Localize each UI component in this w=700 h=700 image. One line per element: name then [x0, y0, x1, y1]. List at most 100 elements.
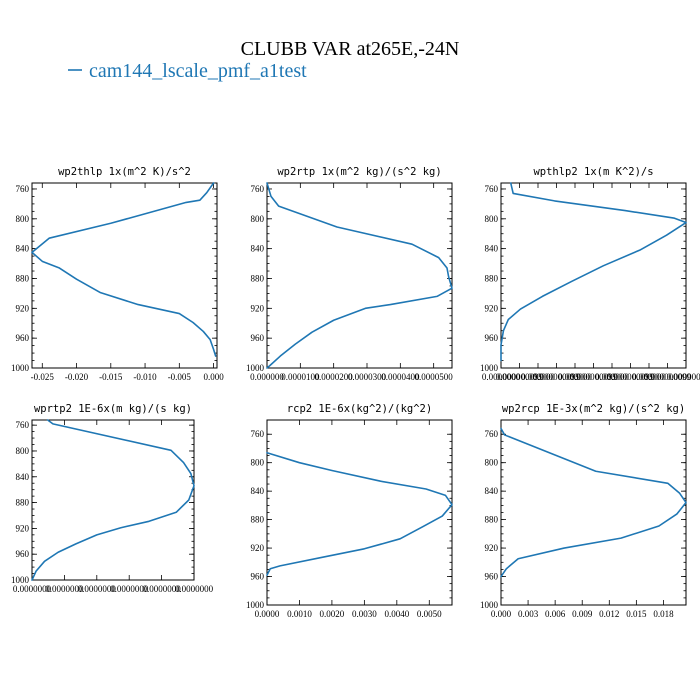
- y-tick-label: 960: [16, 549, 30, 559]
- y-tick-label: 920: [251, 543, 265, 553]
- series-line: [500, 182, 687, 362]
- y-tick-label: 880: [251, 515, 265, 525]
- y-tick-label: 760: [485, 184, 499, 194]
- panel-5: rcp2 1E-6x(kg^2)/(kg^2) 760 800 840 880 920 96…: [246, 403, 453, 619]
- panel-title: wp2thlp 1x(m^2 K)/s^2: [58, 166, 191, 178]
- y-tick-label: 840: [16, 244, 30, 254]
- series-line: [31, 182, 217, 357]
- y-tick-label: 1000: [11, 363, 30, 373]
- x-tick-label: 0.0000000: [667, 372, 700, 382]
- x-tick-label: 0.000000: [521, 372, 555, 382]
- y-tick-label: 960: [251, 572, 265, 582]
- panel-title: wpthlp2 1x(m K^2)/s: [533, 166, 653, 178]
- x-tick-label: 0.012: [599, 609, 619, 619]
- plot-frame: [31, 182, 218, 369]
- x-tick-label: -0.015: [99, 372, 123, 382]
- x-tick-label: 0.0000000: [110, 584, 149, 594]
- x-tick-label: 0.0000000: [13, 584, 52, 594]
- y-tick-label: 960: [16, 333, 30, 343]
- x-tick-label: 0.0050: [417, 609, 442, 619]
- x-tick-label: 0.0000300: [348, 372, 387, 382]
- x-tick-label: 0.000: [203, 372, 224, 382]
- x-tick-label: 0.000: [491, 609, 512, 619]
- x-tick-label: 0.0010: [287, 609, 312, 619]
- y-tick-label: 880: [485, 273, 499, 283]
- y-tick-label: 760: [485, 429, 499, 439]
- x-tick-label: 0.009: [572, 609, 593, 619]
- y-tick-label: 800: [16, 214, 30, 224]
- y-tick-label: 960: [485, 333, 499, 343]
- panel-6: wp2rcp 1E-3x(m^2 kg)/(s^2 kg) 760 800 840 88…: [480, 403, 687, 619]
- x-tick-label: 0.000000: [595, 372, 629, 382]
- panel-4: wprtp2 1E-6x(m kg)/(s kg) 760 800 840 880 920…: [11, 403, 214, 594]
- panel-title: wp2rtp 1x(m^2 kg)/(s^2 kg): [277, 166, 441, 178]
- series-line: [266, 182, 453, 369]
- y-tick-label: 1000: [480, 600, 499, 610]
- y-tick-label: 800: [485, 458, 499, 468]
- x-tick-label: 0.0000500: [415, 372, 454, 382]
- plot-frame: [500, 182, 687, 369]
- legend-label: cam144_lscale_pmf_a1test: [89, 60, 307, 82]
- y-tick-label: 1000: [246, 600, 265, 610]
- plot-frame: [500, 419, 687, 606]
- x-tick-label: 0.0000000: [142, 584, 181, 594]
- x-tick-label: 0.000000099: [533, 372, 581, 382]
- y-tick-label: 880: [485, 515, 499, 525]
- y-tick-label: 840: [16, 472, 30, 482]
- x-tick-label: 0.0020: [320, 609, 345, 619]
- legend: cam144_lscale_pmf_a1test: [68, 60, 307, 82]
- panel-1: wp2thlp 1x(m^2 K)/s^2 760 800 840 880 920 960 1…: [11, 166, 224, 382]
- series-line: [266, 451, 453, 576]
- plot-frame: [266, 182, 453, 369]
- series-line: [500, 427, 687, 578]
- x-tick-label: 0.0000: [255, 609, 280, 619]
- panel-title: wp2rcp 1E-3x(m^2 kg)/(s^2 kg): [502, 403, 685, 415]
- x-tick-label: 0.0000100: [281, 372, 320, 382]
- x-tick-label: 0.0000000: [45, 584, 84, 594]
- x-tick-label: -0.005: [168, 372, 192, 382]
- x-tick-label: 0.0030: [352, 609, 377, 619]
- y-tick-label: 800: [251, 458, 265, 468]
- figure-title: CLUBB VAR at265E,-24N: [241, 38, 460, 60]
- x-tick-label: -0.020: [65, 372, 89, 382]
- y-tick-label: 920: [485, 543, 499, 553]
- x-tick-label: 0.015: [626, 609, 647, 619]
- panel-grid: wp2thlp 1x(m^2 K)/s^2 760 800 840 880 920 960 1…: [11, 166, 700, 619]
- y-tick-label: 800: [485, 214, 499, 224]
- x-tick-label: 0.003: [518, 609, 539, 619]
- y-tick-label: 840: [251, 486, 265, 496]
- y-tick-label: 920: [485, 303, 499, 313]
- y-tick-label: 800: [16, 446, 30, 456]
- y-tick-label: 840: [251, 244, 265, 254]
- x-tick-label: 0.000000099: [570, 372, 618, 382]
- x-tick-label: 0.0000400: [381, 372, 420, 382]
- y-tick-label: 880: [16, 498, 30, 508]
- y-tick-label: 760: [16, 420, 30, 430]
- y-tick-label: 760: [251, 429, 265, 439]
- y-tick-label: 800: [251, 214, 265, 224]
- y-tick-label: 840: [485, 486, 499, 496]
- y-tick-label: 1000: [480, 363, 499, 373]
- x-tick-label: 0.006: [545, 609, 566, 619]
- plot-frame: [266, 419, 453, 606]
- y-tick-label: 760: [16, 184, 30, 194]
- y-tick-label: 760: [251, 184, 265, 194]
- x-tick-label: 0.000000: [250, 372, 284, 382]
- y-tick-label: 920: [16, 303, 30, 313]
- x-tick-label: 0.018: [653, 609, 674, 619]
- x-tick-label: -0.010: [133, 372, 157, 382]
- x-tick-label: 0.0000000: [78, 584, 117, 594]
- y-tick-label: 880: [251, 273, 265, 283]
- x-tick-label: 0.000000: [558, 372, 592, 382]
- series-line: [31, 419, 195, 581]
- x-tick-label: 0.000000099: [607, 372, 655, 382]
- x-tick-label: 0.000000: [632, 372, 666, 382]
- x-tick-label: -0.025: [31, 372, 55, 382]
- y-tick-label: 920: [251, 303, 265, 313]
- y-tick-label: 960: [251, 333, 265, 343]
- panel-2: wp2rtp 1x(m^2 kg)/(s^2 kg) 760 800 840 880 92…: [246, 166, 453, 382]
- y-tick-label: 1000: [11, 575, 30, 585]
- panel-title: rcp2 1E-6x(kg^2)/(kg^2): [287, 403, 432, 415]
- x-tick-label: 0.000000099: [644, 372, 692, 382]
